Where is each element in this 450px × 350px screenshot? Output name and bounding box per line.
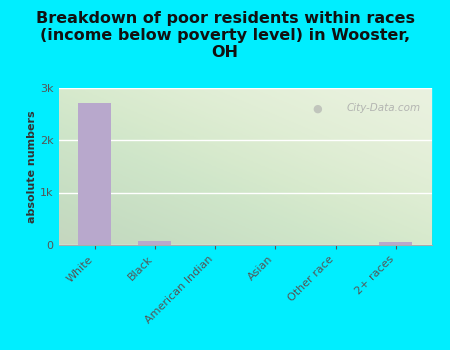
Bar	[78, 103, 111, 245]
Text: ●: ●	[312, 103, 322, 113]
Y-axis label: absolute numbers: absolute numbers	[27, 110, 37, 223]
Bar	[379, 241, 412, 245]
Text: Breakdown of poor residents within races
(income below poverty level) in Wooster: Breakdown of poor residents within races…	[36, 10, 414, 60]
Text: City-Data.com: City-Data.com	[346, 103, 421, 113]
Bar	[138, 241, 171, 245]
